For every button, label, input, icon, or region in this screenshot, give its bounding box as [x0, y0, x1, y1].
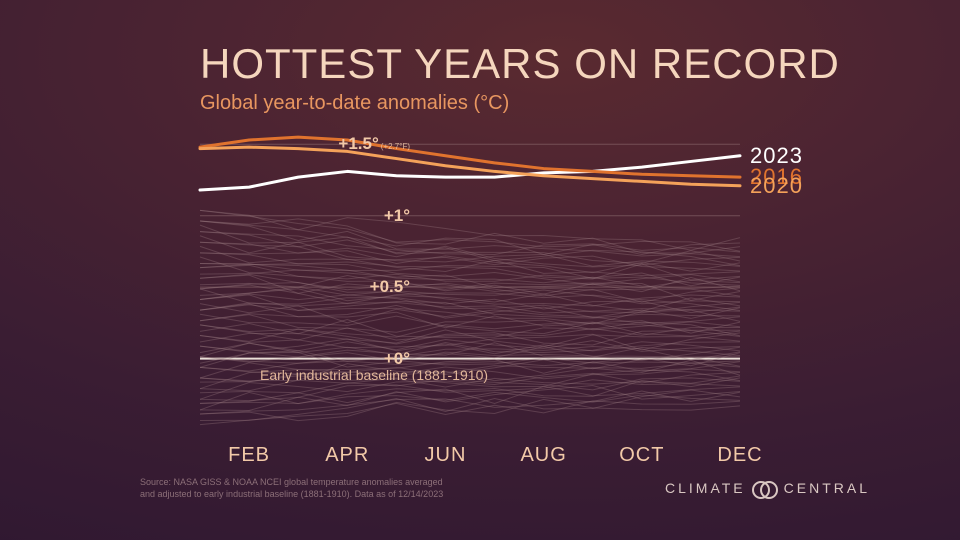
brand-right: CENTRAL — [784, 480, 870, 496]
y-tick-label: +0° — [384, 349, 410, 369]
subtitle: Global year-to-date anomalies (°C) — [200, 92, 509, 115]
series-label-2020: 2020 — [750, 173, 803, 199]
x-tick-label: DEC — [717, 444, 762, 467]
brand-left: CLIMATE — [665, 480, 746, 496]
anomaly-chart — [200, 130, 740, 430]
x-tick-label: APR — [325, 444, 369, 467]
y-tick-label: +1.5°(+2.7°F) — [338, 134, 410, 154]
source-text: Source: NASA GISS & NOAA NCEI global tem… — [140, 476, 460, 500]
y-tick-label: +0.5° — [370, 277, 410, 297]
x-tick-label: OCT — [619, 444, 664, 467]
x-tick-label: JUN — [425, 444, 467, 467]
x-tick-label: FEB — [228, 444, 270, 467]
page-title: HOTTEST YEARS ON RECORD — [200, 40, 840, 88]
brand-rings-icon — [752, 481, 778, 495]
x-tick-label: AUG — [520, 444, 566, 467]
baseline-label: Early industrial baseline (1881-1910) — [260, 367, 488, 383]
brand-logo: CLIMATE CENTRAL — [665, 480, 870, 496]
y-tick-label: +1° — [384, 206, 410, 226]
